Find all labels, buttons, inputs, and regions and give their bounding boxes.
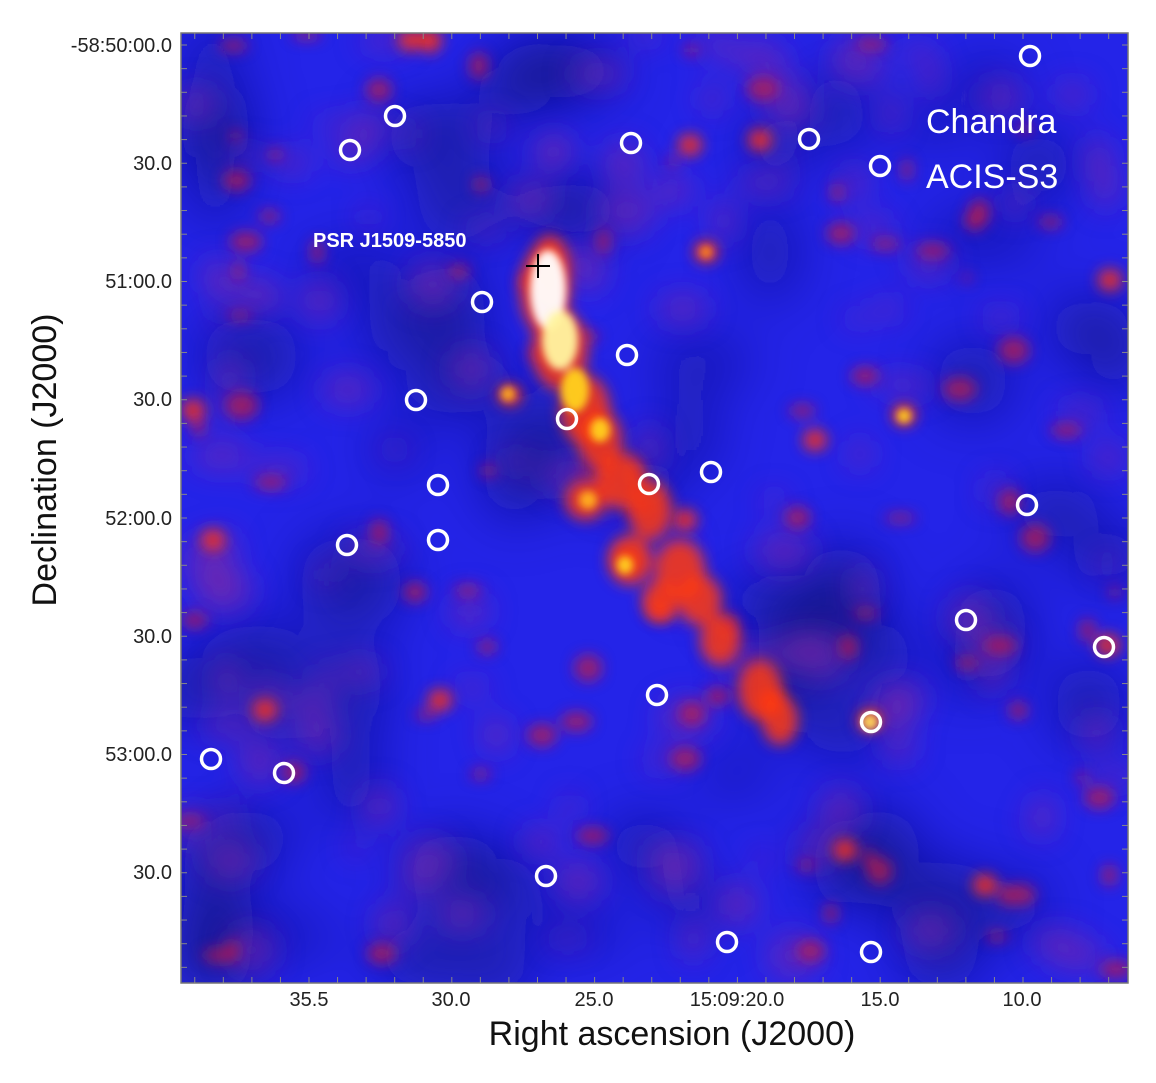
source-circle	[555, 407, 579, 431]
x-tick-labels: 35.5 30.0 25.0 15:09:20.0 15.0 10.0	[290, 989, 1042, 1011]
source-circle	[534, 864, 558, 888]
plot-frame	[180, 32, 1129, 984]
y-tick-label: 53:00.0	[105, 744, 172, 766]
source-circle	[859, 940, 883, 964]
telescope-label-line1: Chandra	[926, 103, 1057, 141]
y-tick-label: 30.0	[133, 626, 172, 648]
x-tick-label: 15.0	[861, 989, 900, 1011]
source-circle	[637, 472, 661, 496]
source-circle	[699, 460, 723, 484]
source-circle	[954, 608, 978, 632]
source-circle	[645, 683, 669, 707]
pulsar-marker	[526, 254, 550, 278]
y-tick-label: 30.0	[133, 389, 172, 411]
source-circle	[426, 473, 450, 497]
axis-ticks	[181, 33, 1128, 983]
source-circle	[383, 104, 407, 128]
source-circle	[619, 131, 643, 155]
source-circle	[1018, 44, 1042, 68]
source-circle	[338, 138, 362, 162]
source-circle	[1092, 635, 1116, 659]
y-tick-label: 30.0	[133, 153, 172, 175]
source-circle	[335, 533, 359, 557]
source-circle	[715, 930, 739, 954]
x-axis-title: Right ascension (J2000)	[489, 1015, 856, 1053]
y-tick-labels: -58:50:00.0 30.0 51:00.0 30.0 52:00.0 30…	[71, 35, 172, 884]
pulsar-label: PSR J1509-5850	[313, 230, 466, 252]
source-circle	[797, 127, 821, 151]
x-tick-label: 10.0	[1003, 989, 1042, 1011]
x-tick-label: 15:09:20.0	[690, 989, 785, 1011]
source-circle	[1015, 493, 1039, 517]
y-axis-title: Declination (J2000)	[26, 314, 64, 607]
x-tick-label: 25.0	[575, 989, 614, 1011]
source-circle	[868, 154, 892, 178]
source-circles	[199, 44, 1116, 964]
y-tick-label: -58:50:00.0	[71, 35, 172, 57]
y-tick-label: 51:00.0	[105, 271, 172, 293]
telescope-label-line2: ACIS-S3	[926, 158, 1058, 196]
y-tick-label: 52:00.0	[105, 508, 172, 530]
source-circle	[615, 343, 639, 367]
source-circle	[272, 761, 296, 785]
source-circle	[470, 290, 494, 314]
source-circle	[199, 747, 223, 771]
x-tick-label: 35.5	[290, 989, 329, 1011]
source-circle	[404, 388, 428, 412]
x-tick-label: 30.0	[432, 989, 471, 1011]
source-circle	[859, 710, 883, 734]
y-tick-label: 30.0	[133, 862, 172, 884]
source-circle	[426, 528, 450, 552]
